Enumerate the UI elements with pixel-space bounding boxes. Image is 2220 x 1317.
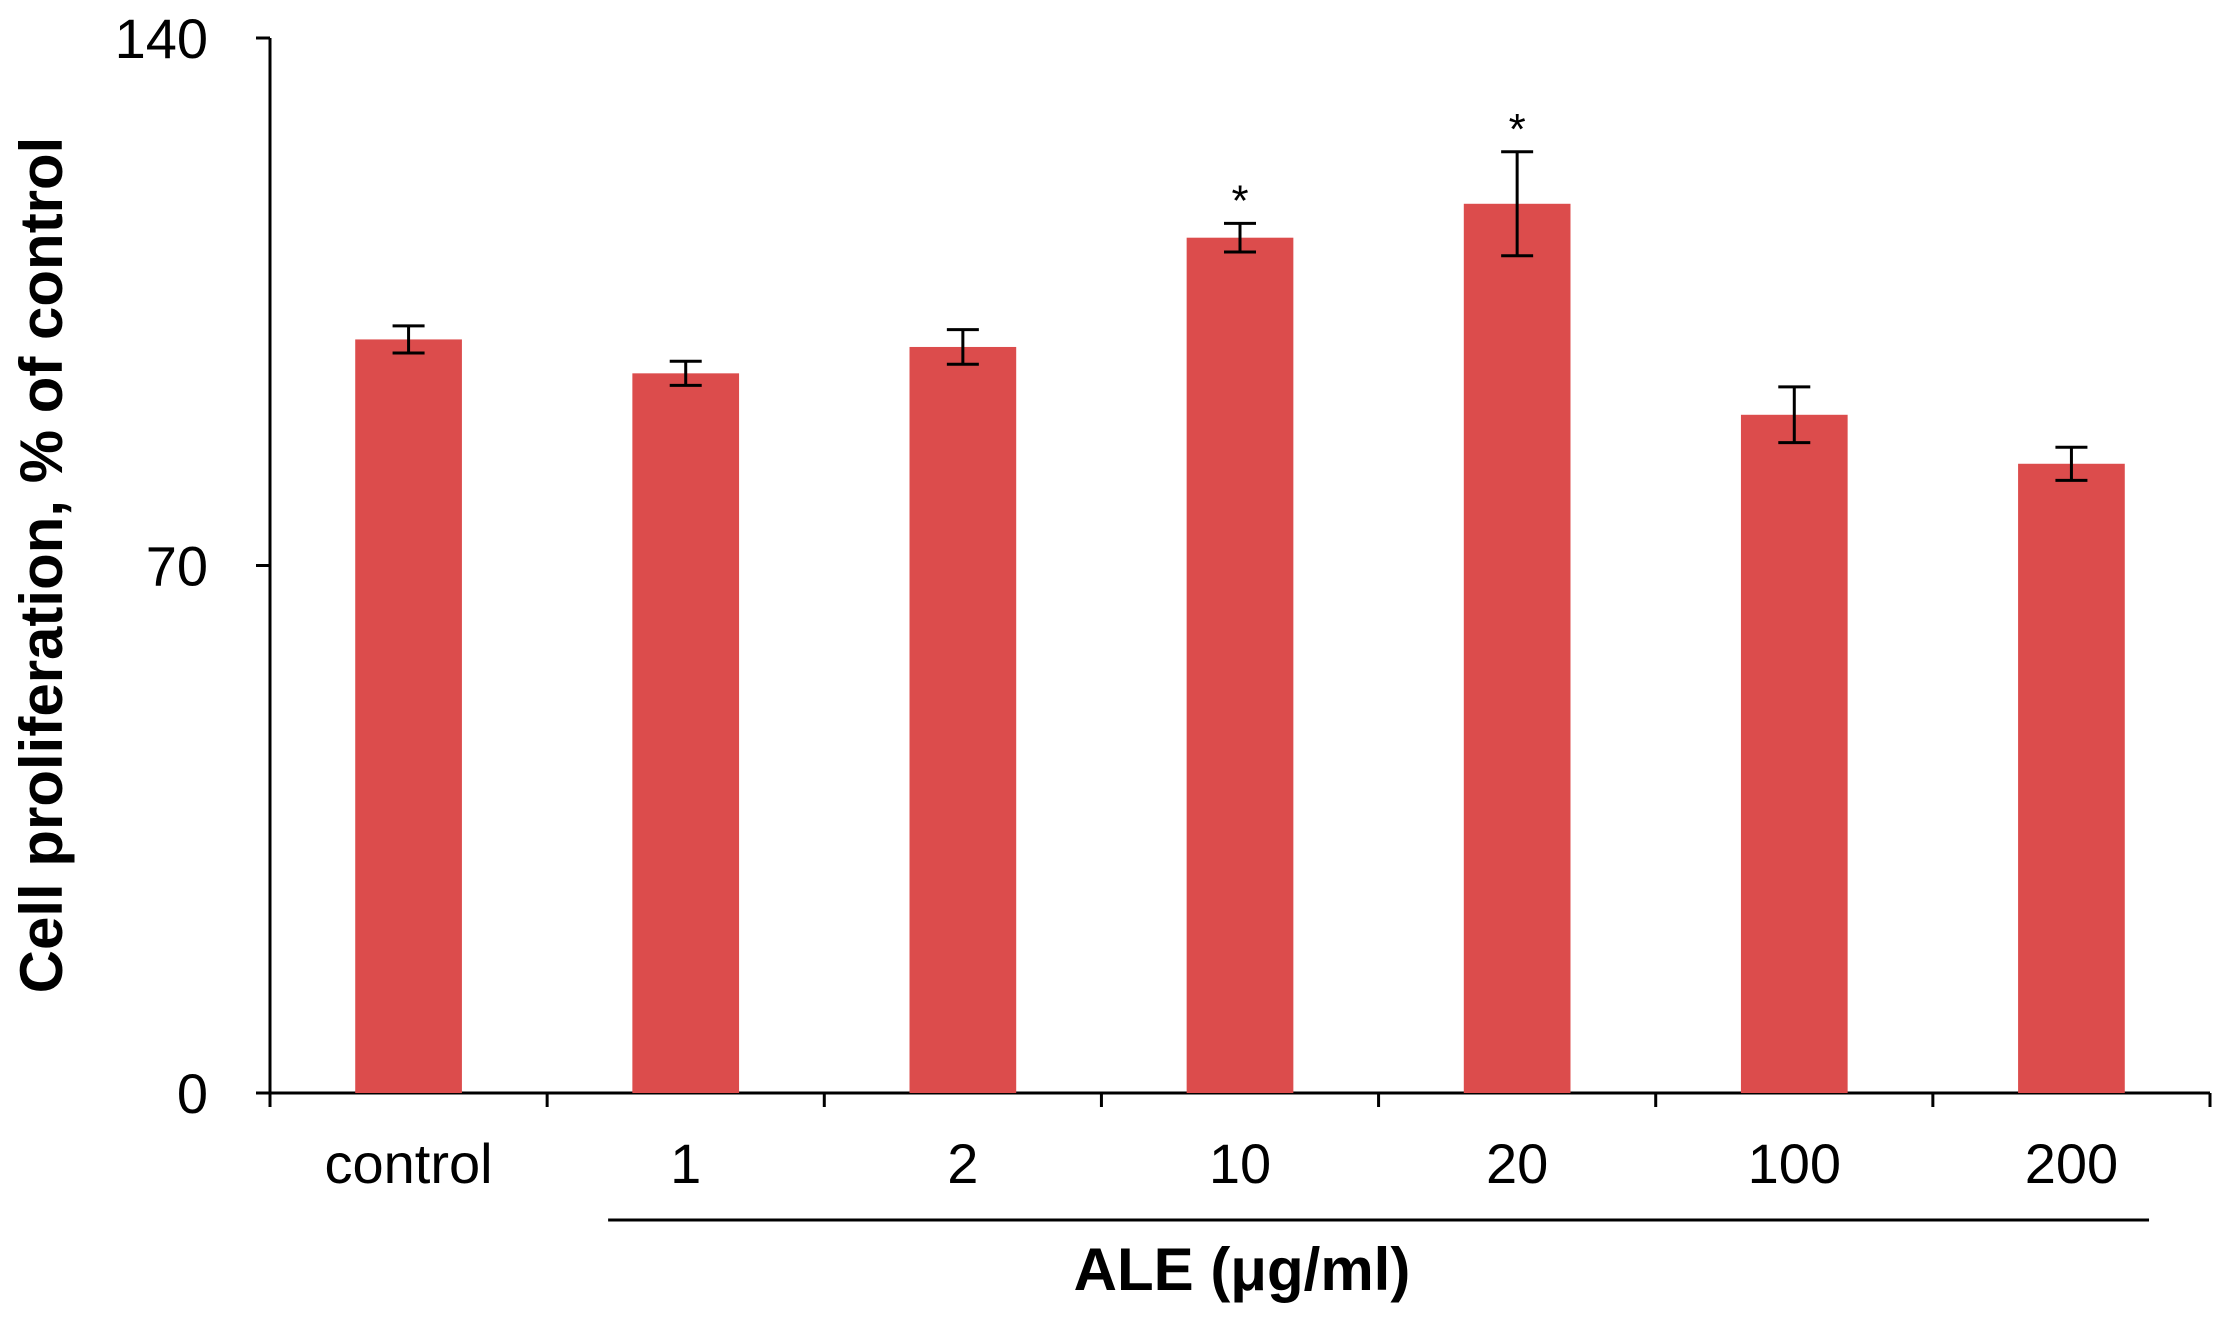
bar-6 <box>2018 463 2125 1094</box>
significance-marks: ** <box>1231 105 1525 226</box>
error-bar-1 <box>669 359 702 387</box>
error-bar-5 <box>1778 385 1811 445</box>
error-bar-4 <box>1501 150 1534 258</box>
y-axis-title: Cell proliferation, % of control <box>8 137 75 994</box>
error-bar-6 <box>2055 445 2088 482</box>
error-bar-0 <box>392 324 425 355</box>
y-tick-label-1: 70 <box>146 535 208 598</box>
x-axis-title: ALE (μg/ml) <box>1074 1236 1411 1303</box>
y-axis: 0 70 140 <box>115 7 272 1125</box>
bar-0 <box>355 339 462 1093</box>
category-label-1: 1 <box>670 1132 701 1195</box>
significance-mark-4: * <box>1509 105 1526 154</box>
error-bars <box>392 150 2088 482</box>
category-label-3: 10 <box>1209 1132 1271 1195</box>
bar-3 <box>1186 237 1294 1094</box>
y-tick-label-0: 0 <box>177 1062 208 1125</box>
bars <box>355 203 2125 1094</box>
bar-2 <box>909 346 1017 1093</box>
category-label-5: 100 <box>1748 1132 1841 1195</box>
significance-mark-3: * <box>1231 176 1248 225</box>
error-bar-2 <box>946 328 979 366</box>
category-labels: control 1 2 10 20 100 200 <box>325 1132 2119 1195</box>
bar-1 <box>632 373 740 1093</box>
category-label-0: control <box>325 1132 493 1195</box>
x-axis <box>268 1091 2212 1107</box>
category-label-4: 20 <box>1486 1132 1548 1195</box>
category-label-6: 200 <box>2025 1132 2118 1195</box>
category-label-2: 2 <box>947 1132 978 1195</box>
error-bar-3 <box>1224 221 1256 254</box>
bar-5 <box>1740 414 1848 1093</box>
y-tick-label-2: 140 <box>115 7 208 70</box>
bar-4 <box>1463 203 1571 1094</box>
